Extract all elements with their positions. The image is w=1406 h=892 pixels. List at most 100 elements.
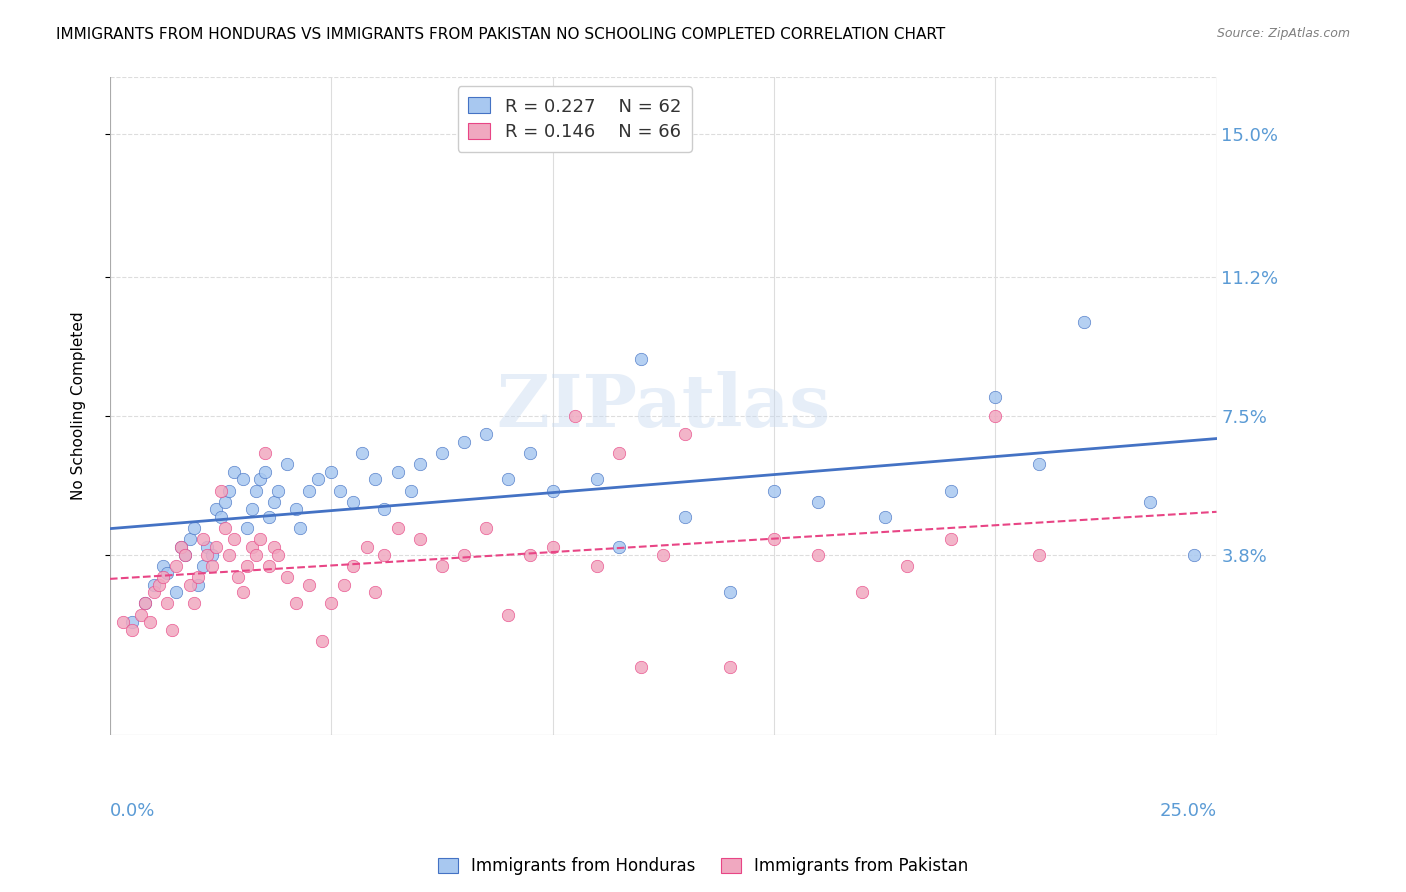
Point (222, 533, 245, 547)
Point (174, 548, 197, 562)
Point (205, 540, 228, 554)
Point (541, 540, 564, 554)
Point (183, 596, 205, 610)
Point (519, 446, 541, 460)
Point (284, 502, 307, 516)
Point (236, 521, 259, 535)
Point (896, 558, 918, 573)
Point (607, 540, 630, 554)
Point (652, 548, 675, 562)
Point (807, 548, 830, 562)
Point (311, 634, 333, 648)
Point (873, 510, 896, 524)
Point (121, 623, 143, 637)
Point (1184, 548, 1206, 562)
Point (373, 502, 395, 516)
Point (257, 558, 280, 573)
Point (284, 596, 307, 610)
Point (387, 521, 409, 535)
Point (984, 390, 1007, 404)
Point (195, 548, 218, 562)
Point (475, 427, 498, 442)
Point (134, 596, 156, 610)
Point (191, 533, 214, 547)
Point (267, 483, 290, 498)
Point (585, 558, 607, 573)
Point (673, 427, 696, 442)
Point (152, 570, 174, 584)
Point (541, 483, 564, 498)
Point (214, 521, 236, 535)
Point (152, 558, 174, 573)
Point (179, 533, 201, 547)
Point (209, 483, 232, 498)
Point (607, 446, 630, 460)
Point (276, 570, 298, 584)
Point (762, 483, 785, 498)
Text: 25.0%: 25.0% (1160, 803, 1216, 821)
Point (218, 548, 240, 562)
Point (290, 521, 312, 535)
Point (263, 540, 285, 554)
Point (807, 495, 830, 509)
Point (222, 465, 245, 479)
Point (201, 558, 224, 573)
Point (267, 548, 290, 562)
Point (148, 577, 170, 591)
Point (205, 502, 228, 516)
Point (209, 510, 232, 524)
Point (387, 465, 409, 479)
Text: 0.0%: 0.0% (110, 803, 155, 821)
Point (409, 458, 432, 472)
Point (165, 585, 187, 599)
Point (183, 521, 205, 535)
Point (1139, 495, 1161, 509)
Text: IMMIGRANTS FROM HONDURAS VS IMMIGRANTS FROM PAKISTAN NO SCHOOLING COMPLETED CORR: IMMIGRANTS FROM HONDURAS VS IMMIGRANTS F… (56, 27, 945, 42)
Point (630, 660, 652, 674)
Point (201, 548, 224, 562)
Point (307, 472, 329, 486)
Point (329, 483, 352, 498)
Point (156, 596, 179, 610)
Point (134, 596, 156, 610)
Point (138, 615, 160, 629)
Point (1028, 548, 1050, 562)
Point (214, 495, 236, 509)
Point (129, 607, 152, 622)
Point (218, 483, 240, 498)
Point (165, 558, 187, 573)
Point (298, 577, 321, 591)
Point (298, 483, 321, 498)
Point (187, 577, 209, 591)
Y-axis label: No Schooling Completed: No Schooling Completed (72, 312, 86, 500)
Point (263, 495, 285, 509)
Point (496, 607, 519, 622)
Point (430, 446, 453, 460)
Point (170, 540, 193, 554)
Point (143, 585, 166, 599)
Point (364, 585, 387, 599)
Point (342, 495, 364, 509)
Point (245, 548, 267, 562)
Point (195, 540, 218, 554)
Point (762, 533, 785, 547)
Point (939, 483, 962, 498)
Point (333, 577, 356, 591)
Point (851, 585, 873, 599)
Point (174, 548, 197, 562)
Point (143, 577, 166, 591)
Point (249, 533, 271, 547)
Point (253, 465, 276, 479)
Point (249, 472, 271, 486)
Point (1073, 315, 1095, 329)
Point (276, 458, 298, 472)
Point (630, 352, 652, 367)
Point (160, 623, 183, 637)
Point (156, 566, 179, 581)
Point (564, 409, 586, 423)
Legend: Immigrants from Honduras, Immigrants from Pakistan: Immigrants from Honduras, Immigrants fro… (429, 849, 977, 884)
Point (245, 483, 267, 498)
Point (112, 615, 135, 629)
Point (453, 434, 475, 449)
Point (364, 472, 387, 486)
